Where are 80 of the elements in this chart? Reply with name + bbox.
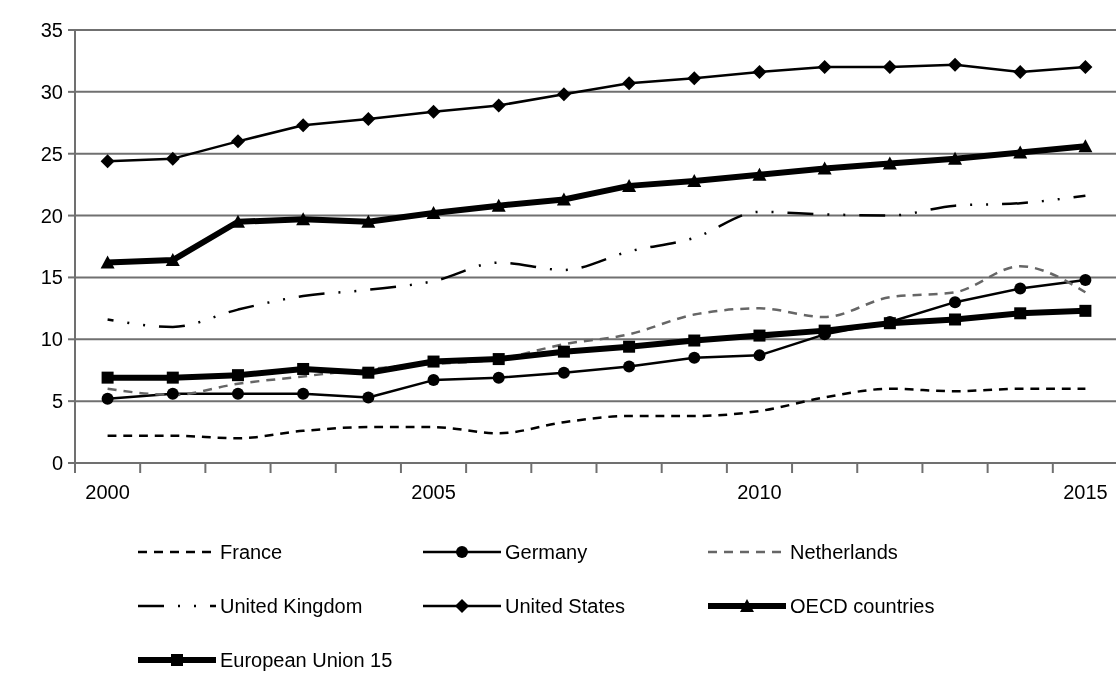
point <box>427 355 440 368</box>
point <box>949 313 962 326</box>
legend-label: United Kingdom <box>220 595 363 617</box>
point <box>426 206 441 220</box>
legend-label: United States <box>505 595 626 617</box>
point <box>817 161 832 175</box>
point <box>688 334 701 347</box>
point <box>882 156 897 170</box>
point <box>752 65 767 80</box>
point <box>1079 304 1092 317</box>
point <box>1013 65 1028 80</box>
point <box>557 345 570 358</box>
y-tick-label: 25 <box>40 142 63 165</box>
point <box>687 71 702 86</box>
point <box>296 118 311 133</box>
x-tick-label: 2000 <box>85 481 130 503</box>
point <box>100 255 115 269</box>
point <box>492 371 505 384</box>
point <box>297 387 310 400</box>
point <box>296 212 311 226</box>
x-tick-label: 2015 <box>1063 481 1108 503</box>
y-tick-label: 10 <box>40 328 63 351</box>
y-tick-label: 0 <box>51 452 63 474</box>
legend-label: France <box>220 541 283 563</box>
point <box>556 87 571 102</box>
point <box>297 362 310 375</box>
point <box>166 371 179 384</box>
point <box>1014 307 1027 320</box>
point <box>361 214 376 228</box>
point <box>427 374 440 387</box>
point <box>231 387 244 400</box>
point <box>753 329 766 342</box>
point <box>622 76 637 91</box>
y-tick-label: 5 <box>51 390 63 413</box>
point <box>492 353 505 366</box>
point <box>101 392 114 405</box>
y-tick-label: 35 <box>40 19 63 41</box>
y-tick-label: 15 <box>40 266 63 289</box>
point <box>753 349 766 362</box>
point <box>362 391 375 404</box>
point <box>1078 139 1093 153</box>
point <box>949 296 962 309</box>
point <box>1078 60 1093 75</box>
point <box>557 366 570 379</box>
point <box>622 178 637 192</box>
point <box>361 112 376 127</box>
point <box>817 60 832 75</box>
line-series <box>106 387 1087 440</box>
line-series <box>106 194 1087 329</box>
point <box>1014 282 1027 295</box>
point <box>882 60 897 75</box>
point <box>1013 145 1028 159</box>
point <box>491 198 506 212</box>
point <box>100 154 115 169</box>
point <box>948 151 963 165</box>
point <box>688 351 701 364</box>
y-tick-label: 30 <box>40 80 63 103</box>
legend-label: OECD countries <box>790 595 935 617</box>
legend-label: Germany <box>505 541 588 563</box>
point <box>623 360 636 373</box>
point <box>491 98 506 113</box>
point <box>948 57 963 72</box>
point <box>231 369 244 382</box>
y-tick-label: 20 <box>40 204 63 227</box>
point <box>1079 273 1092 286</box>
point <box>166 387 179 400</box>
x-tick-label: 2010 <box>737 481 782 503</box>
x-tick-label: 2005 <box>411 481 456 503</box>
point <box>101 371 114 384</box>
point <box>687 173 702 187</box>
legend-label: European Union 15 <box>220 649 393 671</box>
point <box>230 134 245 149</box>
point <box>556 192 571 206</box>
point <box>426 104 441 119</box>
point <box>752 167 767 181</box>
point <box>165 151 180 166</box>
legend-label: Netherlands <box>790 541 898 563</box>
point <box>623 340 636 353</box>
point <box>362 366 375 379</box>
point <box>165 253 180 267</box>
